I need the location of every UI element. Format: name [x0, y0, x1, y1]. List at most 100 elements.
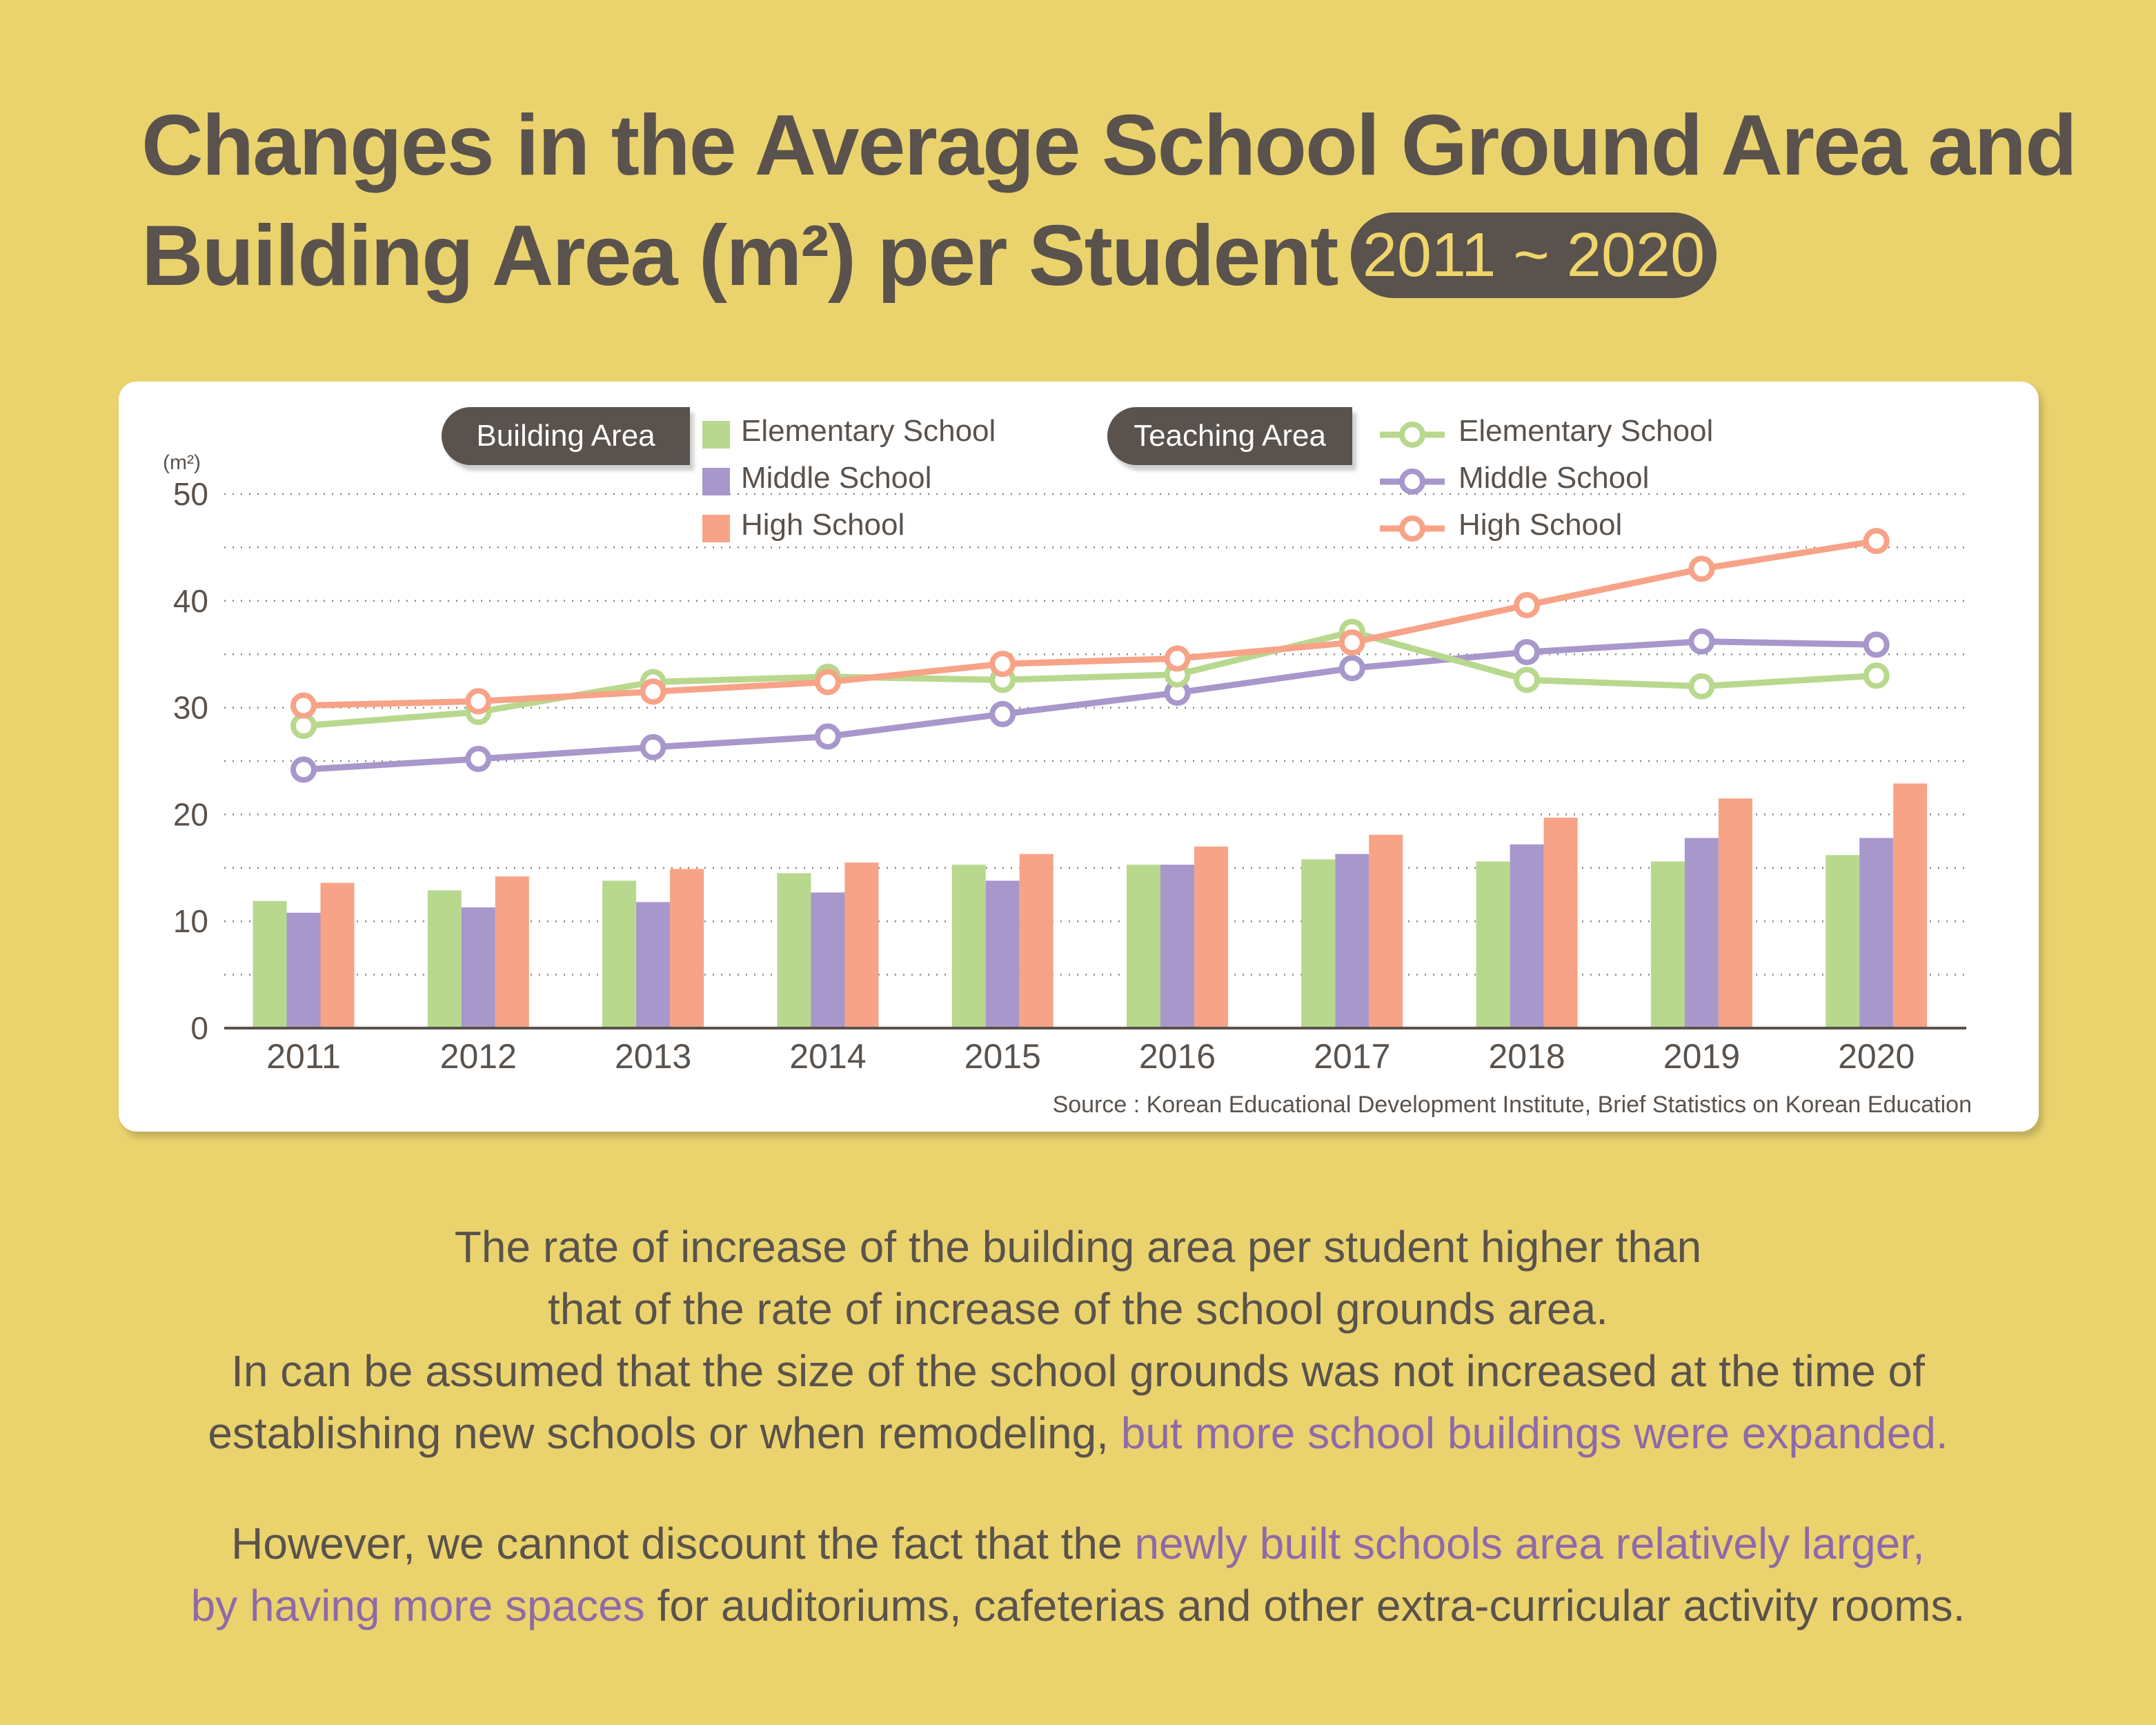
bar-elementary-school-2011: [253, 900, 287, 1028]
bar-high-school-2011: [320, 883, 355, 1028]
bar-middle-school-2012: [461, 907, 495, 1028]
description-text: for auditoriums, cafeterias and other ex…: [644, 1581, 1966, 1630]
legend-line-elementary: Elementary School: [1458, 414, 1714, 448]
bar-elementary-school-2019: [1650, 861, 1685, 1028]
point-high-school-2018: [1514, 591, 1541, 618]
bar-middle-school-2017: [1335, 854, 1369, 1028]
bar-high-school-2015: [1019, 854, 1054, 1028]
bar-elementary-school-2020: [1826, 855, 1860, 1028]
title-line-1: Changes in the Average School Ground Are…: [141, 98, 2077, 193]
legend-line-middle: Middle School: [1458, 461, 1650, 495]
bar-high-school-2012: [495, 876, 529, 1028]
bar-middle-school-2011: [286, 912, 321, 1028]
x-tick-label: 2012: [440, 1037, 517, 1076]
description-line-4: establishing new schools or when remodel…: [0, 1408, 2156, 1459]
y-tick-label: 20: [173, 796, 208, 832]
description-highlight: by having more spaces: [190, 1581, 645, 1630]
x-tick-label: 2013: [615, 1037, 691, 1076]
description-line-2: that of the rate of increase of the scho…: [548, 1284, 1608, 1334]
bar-middle-school-2013: [636, 902, 671, 1028]
bar-middle-school-2014: [811, 892, 845, 1028]
point-high-school-2019: [1688, 555, 1715, 582]
bar-elementary-school-2018: [1476, 861, 1510, 1028]
y-unit-label: (m²): [163, 451, 201, 474]
bar-elementary-school-2015: [951, 865, 986, 1028]
point-middle-school-2011: [290, 756, 317, 783]
teaching-area-badge: Teaching Area: [1107, 407, 1352, 465]
point-high-school-2020: [1863, 528, 1890, 555]
point-elementary-school-2018: [1514, 667, 1541, 693]
description-text: However, we cannot discount the fact tha…: [231, 1519, 1135, 1568]
title-line-2: Building Area (m²) per Student: [141, 208, 1338, 304]
bar-middle-school-2020: [1859, 838, 1894, 1028]
y-tick-label: 0: [190, 1010, 208, 1046]
line-middle-school: [303, 638, 1877, 773]
point-middle-school-2013: [640, 733, 666, 760]
bar-high-school-2016: [1194, 846, 1228, 1028]
bar-high-school-2019: [1718, 798, 1752, 1028]
bar-high-school-2017: [1369, 834, 1403, 1028]
x-tick-label: 2018: [1488, 1037, 1565, 1076]
legend-swatch-2: [702, 515, 730, 542]
bar-elementary-school-2016: [1127, 865, 1160, 1028]
legend-line-high: High School: [1458, 508, 1623, 542]
bar-high-school-2014: [844, 862, 879, 1028]
point-elementary-school-2019: [1688, 673, 1715, 700]
bar-high-school-2020: [1893, 783, 1928, 1028]
point-middle-school-2015: [989, 700, 1016, 727]
point-high-school-2016: [1164, 645, 1191, 672]
point-middle-school-2018: [1514, 639, 1541, 666]
legend-bar-middle: Middle School: [741, 461, 932, 495]
legend-marker-1: [1399, 469, 1425, 495]
legend-marker-0: [1399, 422, 1425, 448]
description-highlight: but more school buildings were expanded.: [1120, 1408, 1948, 1458]
bar-high-school-2018: [1543, 818, 1578, 1028]
point-elementary-school-2020: [1863, 662, 1890, 689]
legend-swatch-0: [702, 421, 730, 448]
line-high-school: [303, 538, 1877, 709]
point-high-school-2011: [290, 692, 317, 719]
point-high-school-2017: [1338, 629, 1365, 656]
y-tick-label: 10: [173, 903, 208, 939]
year-range-badge: 2011 ~ 2020: [1351, 213, 1717, 298]
bar-middle-school-2019: [1684, 838, 1719, 1028]
x-tick-label: 2020: [1838, 1037, 1915, 1076]
x-tick-label: 2014: [789, 1037, 866, 1076]
point-high-school-2013: [640, 678, 666, 705]
source-note: Source : Korean Educational Development …: [1053, 1092, 1972, 1118]
description-text: establishing new schools or when remodel…: [208, 1408, 1121, 1458]
point-high-school-2012: [465, 688, 492, 715]
bar-elementary-school-2017: [1301, 859, 1336, 1028]
description-line-3: In can be assumed that the size of the s…: [231, 1346, 1925, 1396]
legend-marker-2: [1399, 515, 1425, 542]
bar-middle-school-2018: [1510, 844, 1544, 1028]
legend-swatch-1: [702, 468, 730, 495]
bar-elementary-school-2012: [427, 890, 462, 1028]
bar-elementary-school-2014: [777, 873, 811, 1028]
point-middle-school-2019: [1688, 628, 1715, 655]
legend-bar-elementary: Elementary School: [741, 414, 996, 448]
description-line-6: by having more spaces for auditoriums, c…: [0, 1580, 2156, 1631]
y-tick-label: 50: [173, 476, 208, 512]
x-tick-label: 2019: [1663, 1037, 1740, 1076]
x-tick-label: 2015: [965, 1037, 1041, 1076]
x-tick-label: 2017: [1314, 1037, 1390, 1076]
point-middle-school-2012: [465, 745, 492, 772]
bar-middle-school-2016: [1160, 865, 1194, 1028]
point-high-school-2015: [989, 651, 1016, 678]
bar-elementary-school-2013: [602, 880, 637, 1028]
point-middle-school-2017: [1338, 655, 1365, 682]
legend-bar-high: High School: [741, 508, 905, 542]
bar-middle-school-2015: [985, 880, 1020, 1028]
description-line-5: However, we cannot discount the fact tha…: [0, 1518, 2156, 1569]
building-area-badge: Building Area: [442, 407, 690, 465]
description-highlight: newly built schools area relatively larg…: [1134, 1519, 1925, 1568]
x-tick-label: 2011: [266, 1037, 341, 1076]
y-tick-label: 40: [173, 583, 208, 619]
point-middle-school-2020: [1863, 631, 1890, 658]
x-tick-label: 2016: [1139, 1037, 1216, 1076]
point-high-school-2014: [814, 669, 841, 696]
description-line-1: The rate of increase of the building are…: [454, 1222, 1702, 1272]
point-middle-school-2014: [814, 723, 841, 750]
